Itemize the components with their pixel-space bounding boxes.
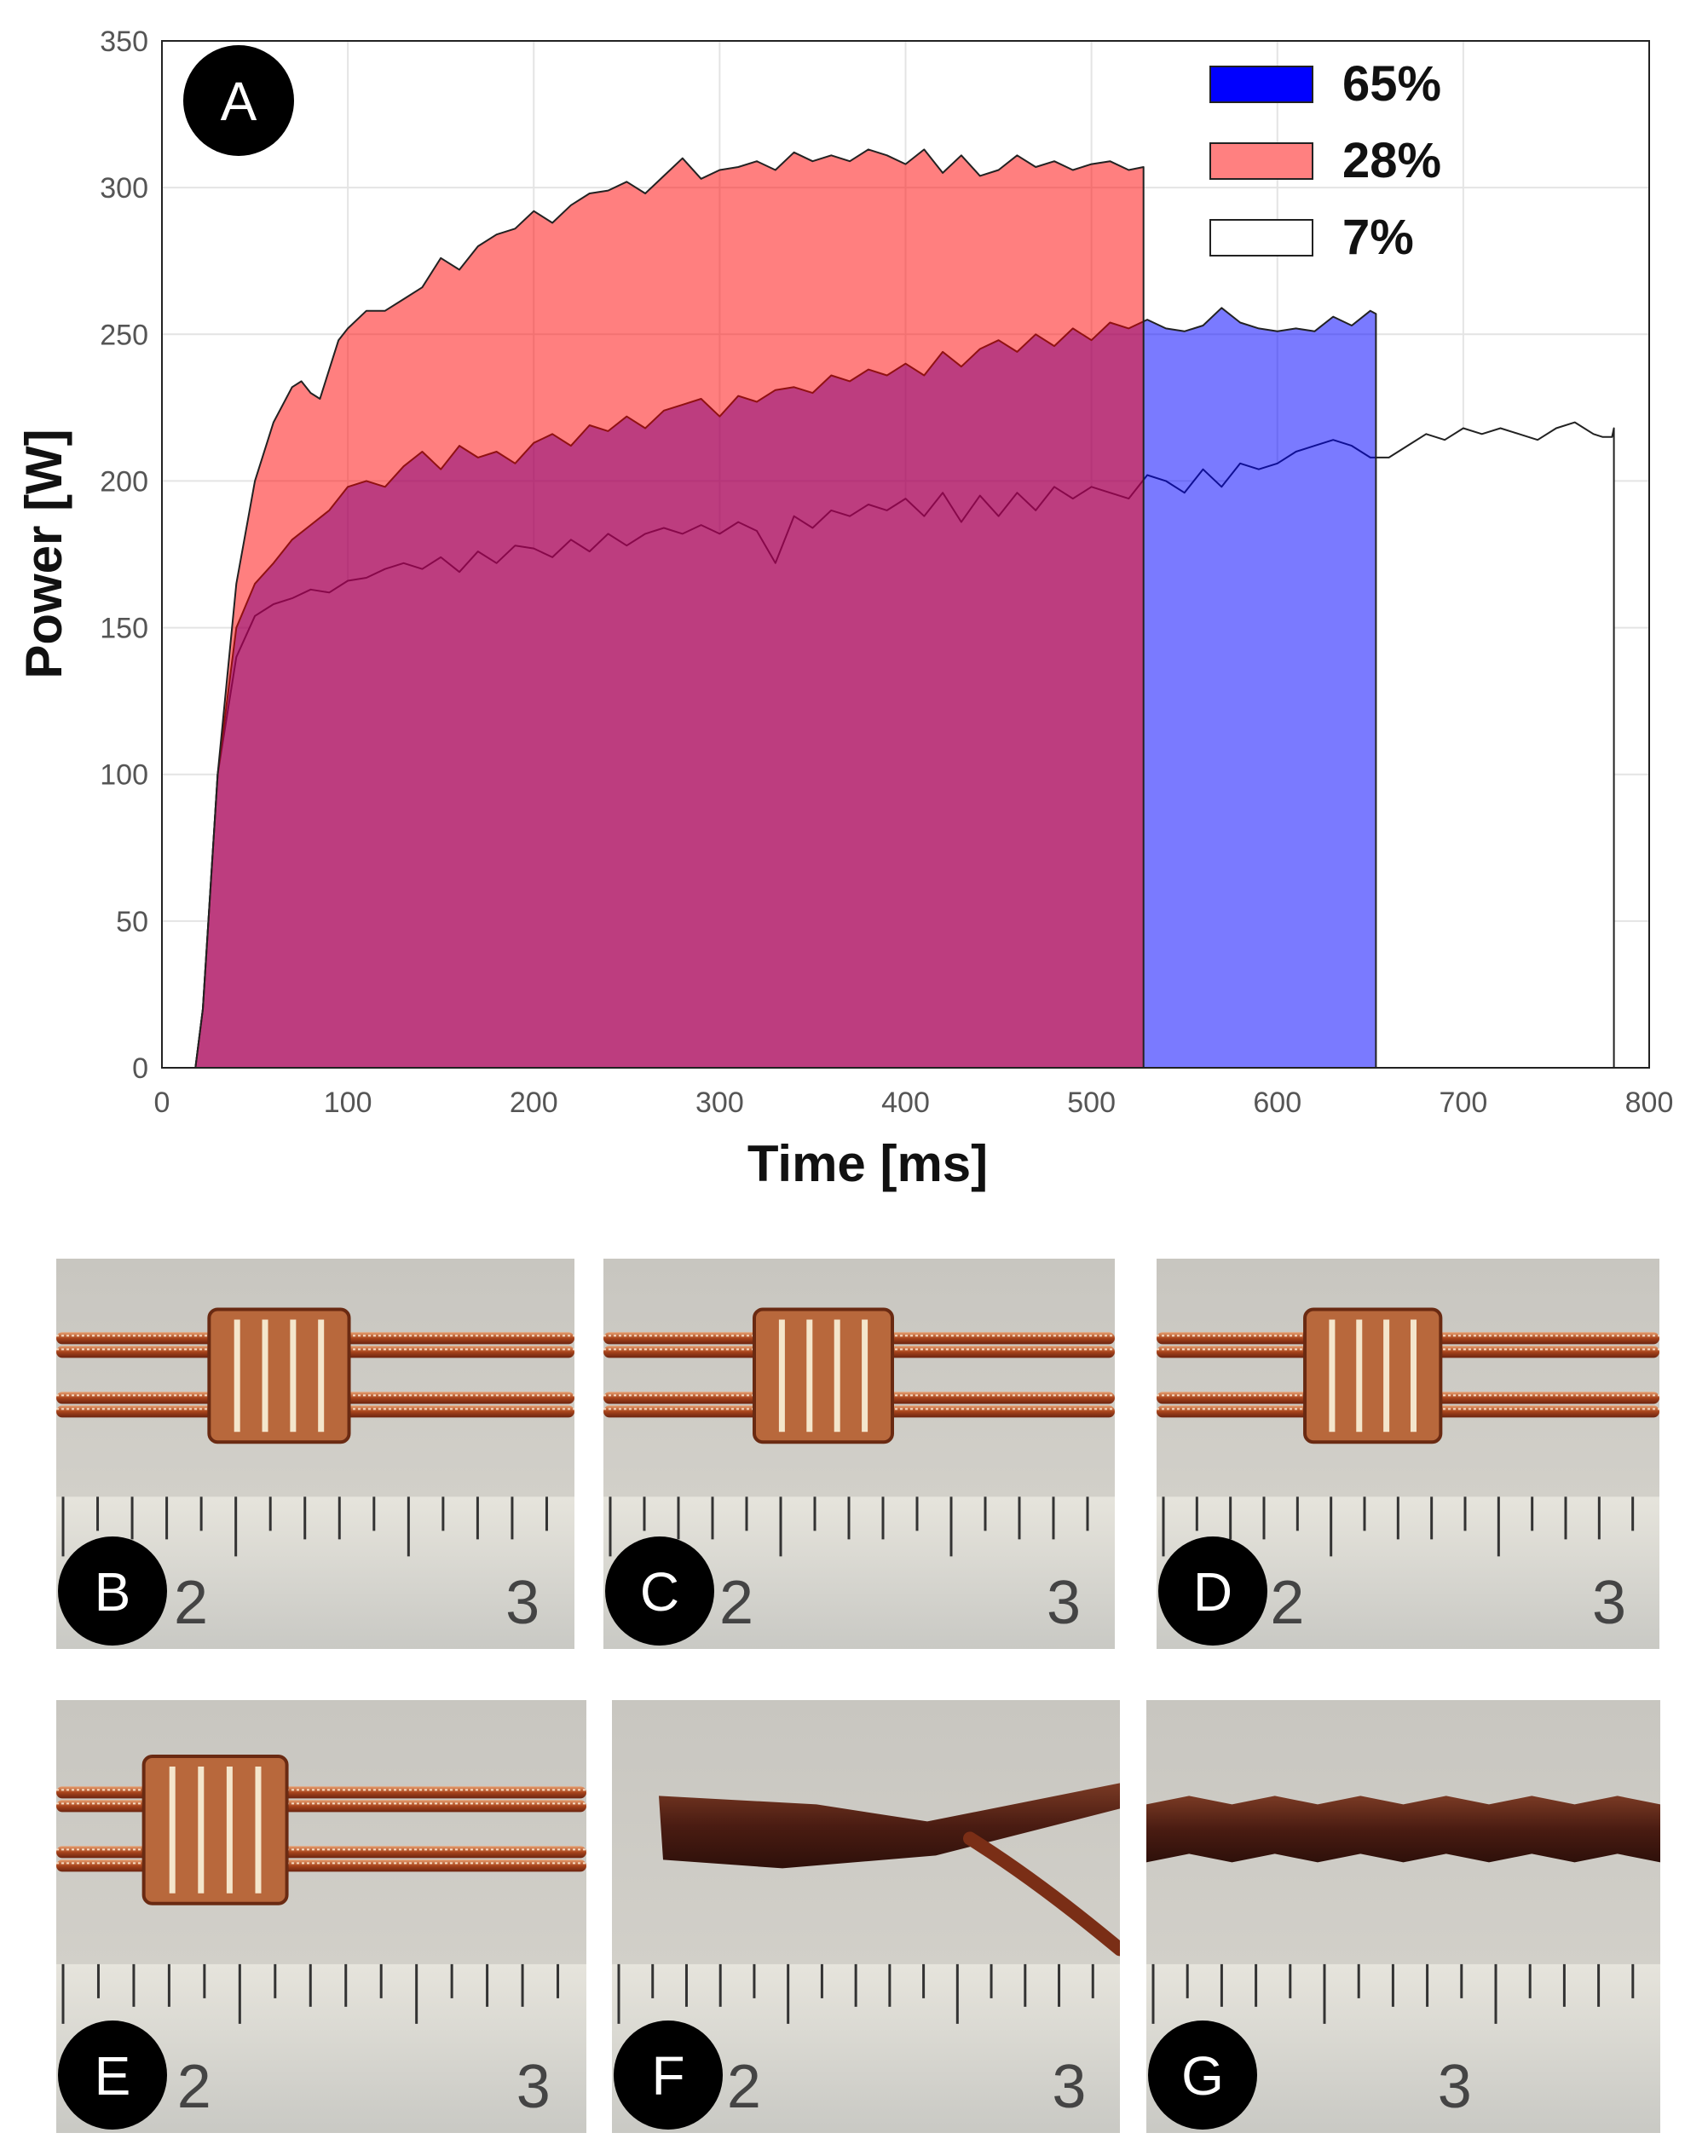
x-tick-label: 0	[154, 1087, 170, 1119]
ruler-number: 3	[1438, 2053, 1472, 2121]
legend-swatch	[1209, 66, 1313, 103]
y-tick-label: 100	[100, 759, 148, 792]
panel-a-badge	[183, 45, 294, 156]
ruler-number: 2	[727, 2053, 761, 2121]
x-tick-label: 400	[881, 1087, 930, 1119]
panel-label: D	[1193, 1561, 1232, 1623]
wire	[56, 1786, 586, 1799]
x-tick-label: 100	[324, 1087, 372, 1119]
area-series-group	[194, 148, 1615, 1069]
wire	[56, 1800, 586, 1813]
ruler-number: 3	[1052, 2053, 1086, 2121]
photo-panel-f: 2 3 F	[612, 1700, 1120, 2133]
panel-label: C	[640, 1561, 679, 1623]
y-tick-label: 150	[100, 613, 148, 645]
legend-label: 65%	[1342, 56, 1441, 112]
panel-badge	[614, 2021, 723, 2130]
photo-panel-d: 2 3 D	[1157, 1259, 1659, 1649]
x-tick-label: 200	[510, 1087, 558, 1119]
panel-a-label: A	[221, 71, 257, 132]
chart-legend: 65% 28% 7%	[1209, 56, 1441, 265]
plot-frame	[161, 40, 1650, 1069]
series-area-0	[194, 148, 1145, 1069]
y-tick-label: 200	[100, 465, 148, 498]
panel-badge	[1158, 1536, 1267, 1646]
ruler-number: 3	[516, 2053, 551, 2121]
photo-panel-g: 3G	[1146, 1700, 1660, 2133]
ruler-number: 2	[719, 1569, 753, 1637]
wire	[56, 1859, 586, 1872]
ruler-number: 3	[1047, 1569, 1081, 1637]
wire	[56, 1846, 586, 1859]
loose-wire	[963, 1831, 1120, 1957]
x-axis-title: Time [ms]	[747, 1135, 988, 1192]
panel-badge	[1148, 2021, 1257, 2130]
panel-badge	[58, 1536, 167, 1646]
photo-panel-e: 2 3 E	[56, 1700, 586, 2133]
y-tick-label: 250	[100, 319, 148, 351]
photo-panel-b: 2 3 B	[56, 1259, 574, 1649]
crimp-barrel	[1303, 1307, 1443, 1444]
photo-panel-c: 2 3 C	[603, 1259, 1115, 1649]
panel-badge	[58, 2021, 167, 2130]
panel-badge	[605, 1536, 714, 1646]
photo-panels: 2 3B 2 3C 2 3D2 3E 2 3F 3G	[56, 1259, 1660, 2133]
panel-label: F	[651, 2045, 684, 2107]
panel-label: E	[95, 2045, 131, 2107]
x-tick-labels: 0 100 200 300 400 500 600 700 800	[154, 1087, 1674, 1119]
y-tick-labels: 0 50 100 150 200 250 300 350	[100, 26, 148, 1085]
ruler-number: 2	[1270, 1569, 1304, 1637]
y-tick-label: 300	[100, 172, 148, 205]
legend-swatch	[1209, 219, 1313, 257]
x-tick-label: 500	[1067, 1087, 1116, 1119]
panel-label: B	[95, 1561, 131, 1623]
legend-label: 28%	[1342, 133, 1441, 188]
melted-joint	[659, 1783, 1120, 1869]
legend-label: 7%	[1342, 210, 1414, 265]
ruler-number: 2	[174, 1569, 208, 1637]
ruler-number: 3	[1592, 1569, 1626, 1637]
x-tick-label: 600	[1253, 1087, 1301, 1119]
twisted-joint	[1146, 1796, 1660, 1863]
panel-label: G	[1181, 2045, 1224, 2107]
crimp-barrel	[207, 1307, 351, 1444]
ruler-number: 3	[505, 1569, 540, 1637]
x-tick-label: 800	[1625, 1087, 1674, 1119]
y-tick-label: 50	[116, 906, 148, 938]
legend-swatch	[1209, 142, 1313, 180]
y-tick-label: 0	[132, 1052, 148, 1085]
x-tick-label: 700	[1440, 1087, 1488, 1119]
x-tick-label: 300	[695, 1087, 744, 1119]
ruler-number: 2	[177, 2053, 211, 2121]
y-tick-label: 350	[100, 26, 148, 58]
crimp-barrel	[141, 1755, 289, 1905]
crimp-barrel	[753, 1307, 894, 1444]
y-axis-title: Power [W]	[15, 429, 72, 678]
